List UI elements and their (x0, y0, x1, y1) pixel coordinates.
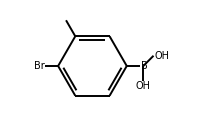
Text: Br: Br (34, 61, 44, 71)
Text: OH: OH (136, 81, 151, 91)
Text: OH: OH (154, 51, 169, 61)
Text: B: B (141, 61, 147, 71)
